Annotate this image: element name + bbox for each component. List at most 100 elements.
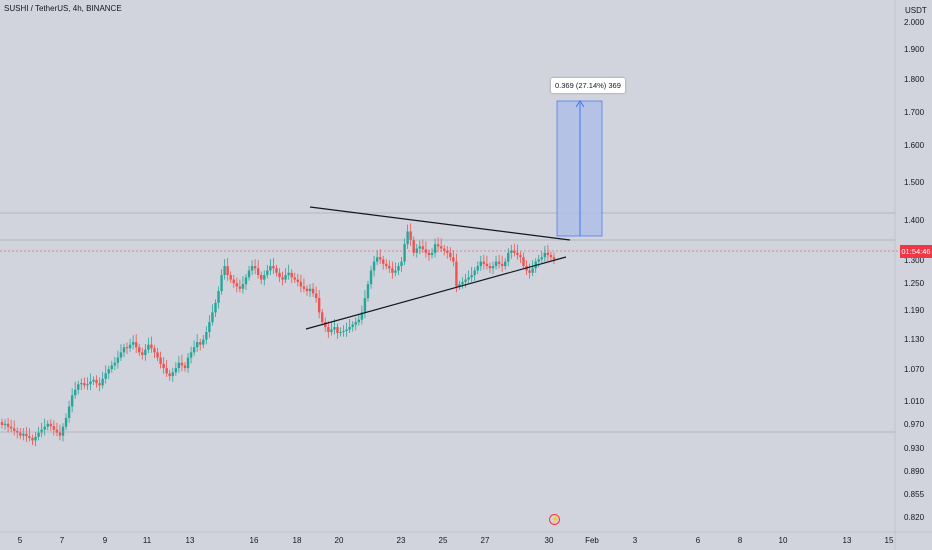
candle-body [128,344,132,349]
candle-body [98,383,101,386]
candle-body [375,257,379,262]
candle-body [202,339,205,345]
candle-body [125,347,129,349]
measure-box[interactable] [556,100,603,237]
candle-body [37,432,40,437]
candle-body [171,372,174,377]
candle-body [409,231,412,240]
candle-body [46,423,49,427]
candle-body [275,268,278,273]
time-tick-label: 8 [738,536,743,545]
candle-body [531,268,534,273]
candle-body [67,406,71,418]
candle-body [162,363,165,369]
candle-body [443,248,446,251]
candle-body [119,352,123,358]
candle-body [141,352,144,355]
candle-body [49,423,52,427]
candle-body [543,252,547,258]
candle-body [296,279,300,282]
candle-body [458,284,461,287]
candle-body [314,293,318,299]
candle-body [269,266,272,271]
candle-body [205,332,208,340]
candle-body [180,362,184,366]
candle-body [537,259,540,262]
candle-body [247,270,251,278]
candle-body [339,332,342,334]
candle-body [327,327,330,333]
candle-body [378,257,382,260]
candle-body [385,263,388,267]
lower-trendline[interactable] [305,256,567,330]
candle-body [52,426,56,430]
price-tick-label: 1.190 [904,306,925,315]
candle-body [220,275,223,292]
candle-body [433,244,437,253]
candle-body [324,322,327,328]
candle-body [488,266,492,269]
candle-body [12,428,16,431]
candle-body [134,342,138,348]
price-tick-label: 0.855 [904,490,925,499]
candle-body [131,342,135,345]
candle-body [333,327,336,330]
candle-body [439,246,443,249]
candle-body [311,288,315,294]
candle-body [110,365,113,370]
candle-body [369,270,373,285]
candle-body [336,327,339,334]
time-tick-label: 25 [439,536,448,545]
price-tick-label: 1.010 [904,397,925,406]
candle-body [192,347,196,353]
candle-body [497,261,501,264]
candle-body [168,373,171,377]
candle-body [89,381,92,385]
price-axis[interactable]: USDT 2.000 1.900 1.800 1.700 1.600 1.500 1.400 1… [894,0,927,550]
candle-series [0,223,556,447]
candle-body [421,246,425,250]
measure-label[interactable]: 0.369 (27.14%) 369 [551,78,625,93]
candle-body [284,275,287,280]
candle-body [86,384,89,386]
candle-body [449,252,452,258]
candle-body [101,378,104,386]
candle-body [6,423,10,427]
candle-body [64,417,68,427]
candle-body [34,436,37,441]
time-tick-label: 3 [633,536,638,545]
current-price-label: 01:54:46 [900,245,932,258]
chart-title: SUSHI / TetherUS, 4h, BINANCE [4,4,122,13]
candle-body [321,312,324,323]
candle-body [464,279,467,282]
candle-body [305,288,309,292]
price-tick-label: 0.970 [904,420,925,429]
candle-body [287,272,290,276]
candle-body [354,322,357,325]
candle-body [80,383,83,385]
price-tick-label: 1.130 [904,335,925,344]
candle-body [452,257,455,262]
candle-body [317,298,321,313]
time-tick-label: 13 [843,536,852,545]
candle-body [0,422,4,425]
price-tick-label: 1.500 [904,178,925,187]
time-tick-label: 23 [397,536,406,545]
time-axis[interactable]: 5 7 9 11 13 16 18 20 23 25 27 30 Feb 3 6 8 10 13 15 [0,531,932,545]
candle-body [214,302,217,313]
candle-body [528,270,531,273]
candle-body [342,331,345,333]
candle-body [403,244,406,262]
time-tick-label: 27 [481,536,490,545]
candle-body [278,272,281,278]
candle-body [25,433,28,437]
candle-body [113,362,117,366]
candle-body [519,255,522,258]
candle-body [482,261,486,264]
candle-body [31,438,34,441]
lightning-icon[interactable]: ⚡ [549,514,560,525]
price-tick-label: 0.890 [904,467,925,476]
price-tick-label: 1.900 [904,45,925,54]
upper-trendline[interactable] [309,206,571,241]
